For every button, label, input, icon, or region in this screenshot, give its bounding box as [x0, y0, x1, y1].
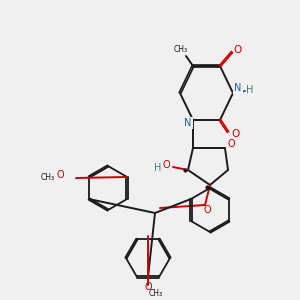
Text: N: N [184, 120, 192, 130]
Text: O: O [203, 205, 211, 215]
Text: CH₃: CH₃ [149, 289, 163, 298]
Text: O: O [56, 170, 64, 180]
Text: N: N [184, 118, 192, 128]
Text: CH₃: CH₃ [174, 46, 188, 55]
Text: O: O [227, 139, 235, 149]
Text: CH₃: CH₃ [41, 172, 55, 182]
Text: H: H [246, 85, 254, 95]
Text: N: N [234, 83, 242, 93]
Text: O: O [233, 45, 241, 55]
Text: H: H [154, 163, 162, 173]
Text: O: O [144, 282, 152, 292]
Text: O: O [231, 129, 239, 139]
Text: O: O [162, 160, 170, 170]
Text: O: O [226, 139, 234, 149]
Text: N: N [234, 83, 242, 93]
